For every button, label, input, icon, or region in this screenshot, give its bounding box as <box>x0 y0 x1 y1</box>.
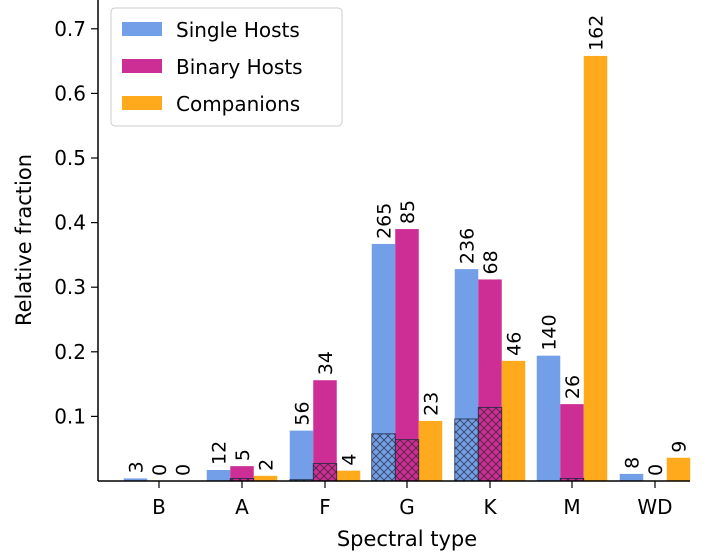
y-tick-label: 0.2 <box>54 340 86 364</box>
y-tick-label: 0.1 <box>54 404 86 428</box>
hatched-subset-binary-hosts-f <box>312 463 338 482</box>
hatched-subset-single-hosts-k <box>454 418 479 482</box>
bar-count-label: 85 <box>397 200 419 224</box>
bar-count-label: 12 <box>209 441 231 465</box>
x-tick-label: B <box>152 495 166 519</box>
bar-companions-k <box>501 360 526 481</box>
bar-count-label: 23 <box>421 392 443 416</box>
x-axis-label: Spectral type <box>337 527 477 551</box>
x-tick-label: F <box>319 495 331 519</box>
bar-count-label: 56 <box>292 401 314 425</box>
x-tick-label: M <box>563 495 580 519</box>
hatched-subset-binary-hosts-g <box>394 439 420 482</box>
bar-count-label: 2 <box>256 459 278 471</box>
bar-count-label: 34 <box>315 351 337 375</box>
y-tick-label: 0.6 <box>54 81 86 105</box>
legend-swatch-binary-hosts <box>122 59 162 73</box>
bar-count-label: 0 <box>149 464 171 476</box>
bar-binary-hosts-g <box>395 229 419 481</box>
bar-single-hosts-m <box>536 355 561 481</box>
y-tick-label: 0.5 <box>54 146 86 170</box>
legend-swatch-single-hosts <box>122 22 162 36</box>
bar-binary-hosts-a <box>230 466 254 481</box>
legend-label-companions: Companions <box>176 92 300 116</box>
bar-count-label: 162 <box>586 15 608 51</box>
y-axis-label: Relative fraction <box>12 154 36 326</box>
bar-binary-hosts-f <box>313 380 337 481</box>
legend-label-single-hosts: Single Hosts <box>176 18 300 42</box>
legend: Single Hosts Binary Hosts Companions <box>110 7 343 127</box>
bar-companions-m <box>583 55 608 481</box>
legend-box <box>110 7 343 127</box>
x-tick-label: A <box>235 495 249 519</box>
x-tick-label: WD <box>637 495 672 519</box>
bar-companions-wd <box>666 457 691 481</box>
bar-single-hosts-f <box>289 430 314 481</box>
bar-count-label: 68 <box>480 250 502 274</box>
x-tick-label: K <box>483 495 497 519</box>
bar-count-label: 8 <box>622 457 644 469</box>
bar-single-hosts-a <box>206 470 231 481</box>
legend-label-binary-hosts: Binary Hosts <box>176 55 303 79</box>
legend-swatch-companions <box>122 96 162 110</box>
bar-count-label: 236 <box>457 228 479 264</box>
bar-single-hosts-b <box>123 478 148 481</box>
bar-count-label: 5 <box>232 449 254 461</box>
x-ticks-group: B A F G K M WD <box>152 481 673 519</box>
bar-binary-hosts-m <box>560 404 584 481</box>
bar-count-label: 0 <box>173 464 195 476</box>
bar-single-hosts-g <box>371 243 396 481</box>
bar-companions-f <box>336 470 361 481</box>
bar-count-label: 140 <box>539 314 561 350</box>
bar-count-label: 26 <box>562 375 584 399</box>
hatched-subset-single-hosts-g <box>371 433 396 482</box>
hatched-subset-binary-hosts-k <box>477 406 503 482</box>
bar-count-label: 9 <box>669 441 691 453</box>
y-tick-label: 0.4 <box>54 211 86 235</box>
y-tick-label: 0.3 <box>54 275 86 299</box>
bar-count-label: 4 <box>339 454 361 466</box>
y-ticks-group: 0.1 0.2 0.3 0.4 0.5 0.6 0.7 <box>54 17 98 428</box>
bar-single-hosts-wd <box>619 473 644 481</box>
bar-companions-a <box>253 475 278 481</box>
bar-count-label: 265 <box>374 203 396 239</box>
hatched-subsets-group <box>229 406 585 482</box>
bar-count-label: 0 <box>645 464 667 476</box>
x-tick-label: G <box>399 495 415 519</box>
bar-count-label: 3 <box>126 461 148 473</box>
y-tick-label: 0.7 <box>54 17 86 41</box>
bar-count-label: 46 <box>504 332 526 356</box>
bar-companions-g <box>418 420 443 481</box>
